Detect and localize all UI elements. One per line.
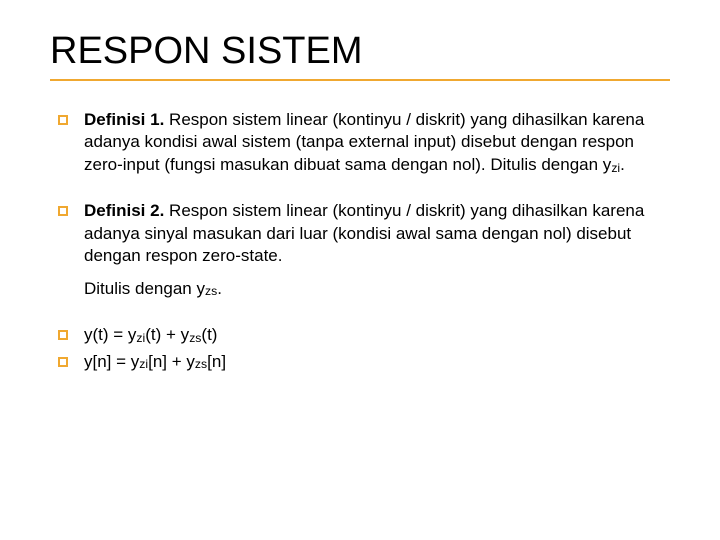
slide-title: RESPON SISTEM: [50, 30, 670, 81]
slide: RESPON SISTEM Definisi 1. Respon sistem …: [0, 0, 720, 540]
subscript: zs: [205, 284, 217, 298]
bullet-icon: [58, 206, 68, 216]
subscript: zi: [136, 331, 145, 345]
equation-text: [n] + y: [148, 352, 195, 371]
spacer: [84, 268, 670, 278]
bullet-icon: [58, 357, 68, 367]
bullet-icon: [58, 330, 68, 340]
bold-label: Definisi 2.: [84, 201, 164, 220]
body-text: .: [620, 155, 625, 174]
list-item: y[n] = yzi[n] + yzs[n]: [50, 351, 670, 373]
subscript: zs: [195, 357, 207, 371]
body-text: .: [217, 279, 222, 298]
list-item: Definisi 1. Respon sistem linear (kontin…: [50, 109, 670, 176]
equation-text: (t) + y: [145, 325, 189, 344]
equation-text: [n]: [207, 352, 226, 371]
subscript: zi: [139, 357, 148, 371]
body-text: Respon sistem linear (kontinyu / diskrit…: [84, 110, 644, 174]
equation-text: y[n] = y: [84, 352, 139, 371]
equation-text: y(t) = y: [84, 325, 136, 344]
bold-label: Definisi 1.: [84, 110, 164, 129]
body-text: Respon sistem linear (kontinyu / diskrit…: [84, 201, 644, 265]
equation-text: (t): [201, 325, 217, 344]
list-item: Definisi 2. Respon sistem linear (kontin…: [50, 200, 670, 300]
subscript: zi: [611, 161, 620, 175]
body-text: Ditulis dengan y: [84, 279, 205, 298]
bullet-list: Definisi 1. Respon sistem linear (kontin…: [50, 109, 670, 373]
subscript: zs: [189, 331, 201, 345]
list-item: y(t) = yzi(t) + yzs(t): [50, 324, 670, 346]
bullet-icon: [58, 115, 68, 125]
